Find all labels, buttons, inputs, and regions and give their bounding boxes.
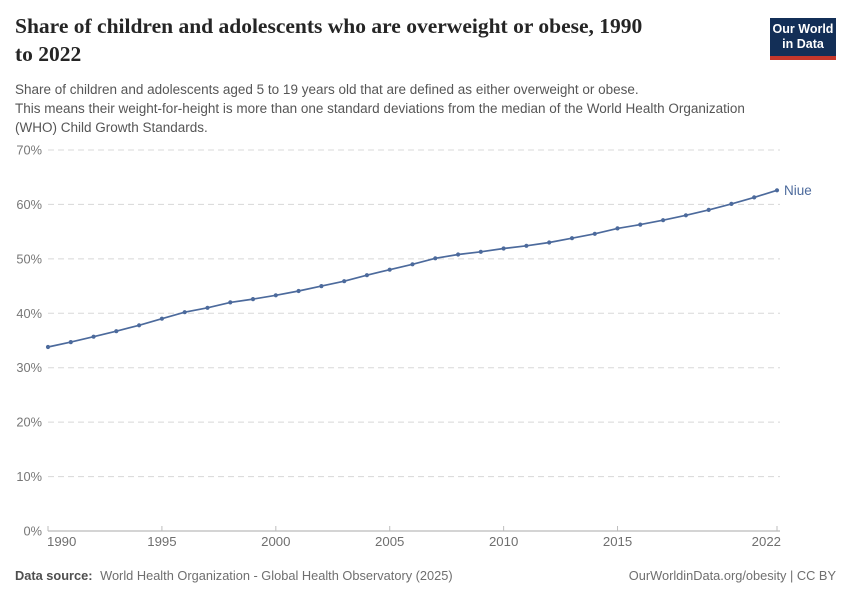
data-point[interactable] xyxy=(205,305,210,310)
data-point[interactable] xyxy=(114,329,119,334)
data-point[interactable] xyxy=(410,262,415,267)
data-point[interactable] xyxy=(638,222,643,227)
owid-logo-line1: Our World xyxy=(772,22,834,36)
data-point[interactable] xyxy=(729,201,734,206)
x-tick-label: 2005 xyxy=(375,534,404,549)
data-source-label: Data source: xyxy=(15,568,93,583)
y-tick-label: 60% xyxy=(16,197,42,212)
page-title-line1: Share of children and adolescents who ar… xyxy=(15,14,643,38)
x-tick-label: 2000 xyxy=(261,534,290,549)
data-point[interactable] xyxy=(501,246,506,251)
data-point[interactable] xyxy=(273,293,278,298)
data-point[interactable] xyxy=(228,300,233,305)
data-point[interactable] xyxy=(182,310,187,315)
y-tick-label: 20% xyxy=(16,415,42,430)
data-point[interactable] xyxy=(319,284,324,289)
data-point[interactable] xyxy=(683,213,689,218)
data-point[interactable] xyxy=(547,240,552,245)
chart-subtitle: Share of children and adolescents aged 5… xyxy=(15,81,745,138)
data-point[interactable] xyxy=(364,273,369,278)
data-point[interactable] xyxy=(159,316,164,321)
owid-logo-line2: in Data xyxy=(782,37,824,52)
data-point[interactable] xyxy=(774,188,780,193)
data-point[interactable] xyxy=(524,243,529,248)
page-title-line2: to 2022 xyxy=(15,41,82,66)
x-tick-label: 2010 xyxy=(489,534,518,549)
x-tick-label: 2015 xyxy=(603,534,632,549)
chart-subtitle-line: This means their weight-for-height is mo… xyxy=(15,100,745,116)
y-tick-label: 40% xyxy=(16,306,42,321)
data-point[interactable] xyxy=(387,267,392,272)
chart-subtitle-line: (WHO) Child Growth Standards. xyxy=(15,119,208,135)
y-tick-label: 10% xyxy=(16,469,42,484)
y-tick-label: 30% xyxy=(16,360,42,375)
y-tick-label: 50% xyxy=(16,251,42,266)
series-line xyxy=(47,189,778,348)
x-tick-label: 1990 xyxy=(47,534,76,549)
data-point[interactable] xyxy=(615,226,620,231)
x-tick-label: 1995 xyxy=(147,534,176,549)
y-tick-label: 70% xyxy=(16,143,42,158)
y-tick-label: 0% xyxy=(24,524,43,539)
data-source-note: Data source: World Health Organization -… xyxy=(15,568,453,583)
data-point[interactable] xyxy=(661,218,666,223)
data-point[interactable] xyxy=(137,323,142,328)
chart-subtitle-line: Share of children and adolescents aged 5… xyxy=(15,82,639,97)
data-point[interactable] xyxy=(752,195,757,200)
data-point[interactable] xyxy=(45,344,51,350)
x-tick-label: 2022 xyxy=(752,534,781,549)
data-point[interactable] xyxy=(250,297,256,302)
data-point[interactable] xyxy=(456,252,461,257)
data-point[interactable] xyxy=(342,279,347,284)
data-point[interactable] xyxy=(68,340,73,345)
entity-label[interactable]: Niue xyxy=(784,183,812,198)
data-point[interactable] xyxy=(706,207,711,212)
data-point[interactable] xyxy=(478,249,483,254)
owid-logo[interactable]: Our World in Data xyxy=(770,18,836,60)
data-point[interactable] xyxy=(433,256,438,261)
page-title: Share of children and adolescents who ar… xyxy=(15,13,642,69)
data-point[interactable] xyxy=(296,288,301,294)
data-point[interactable] xyxy=(569,236,575,241)
data-source-text: World Health Organization - Global Healt… xyxy=(100,568,453,583)
credit-link[interactable]: OurWorldinData.org/obesity | CC BY xyxy=(628,568,836,583)
data-point[interactable] xyxy=(91,334,96,339)
data-point[interactable] xyxy=(592,231,597,236)
